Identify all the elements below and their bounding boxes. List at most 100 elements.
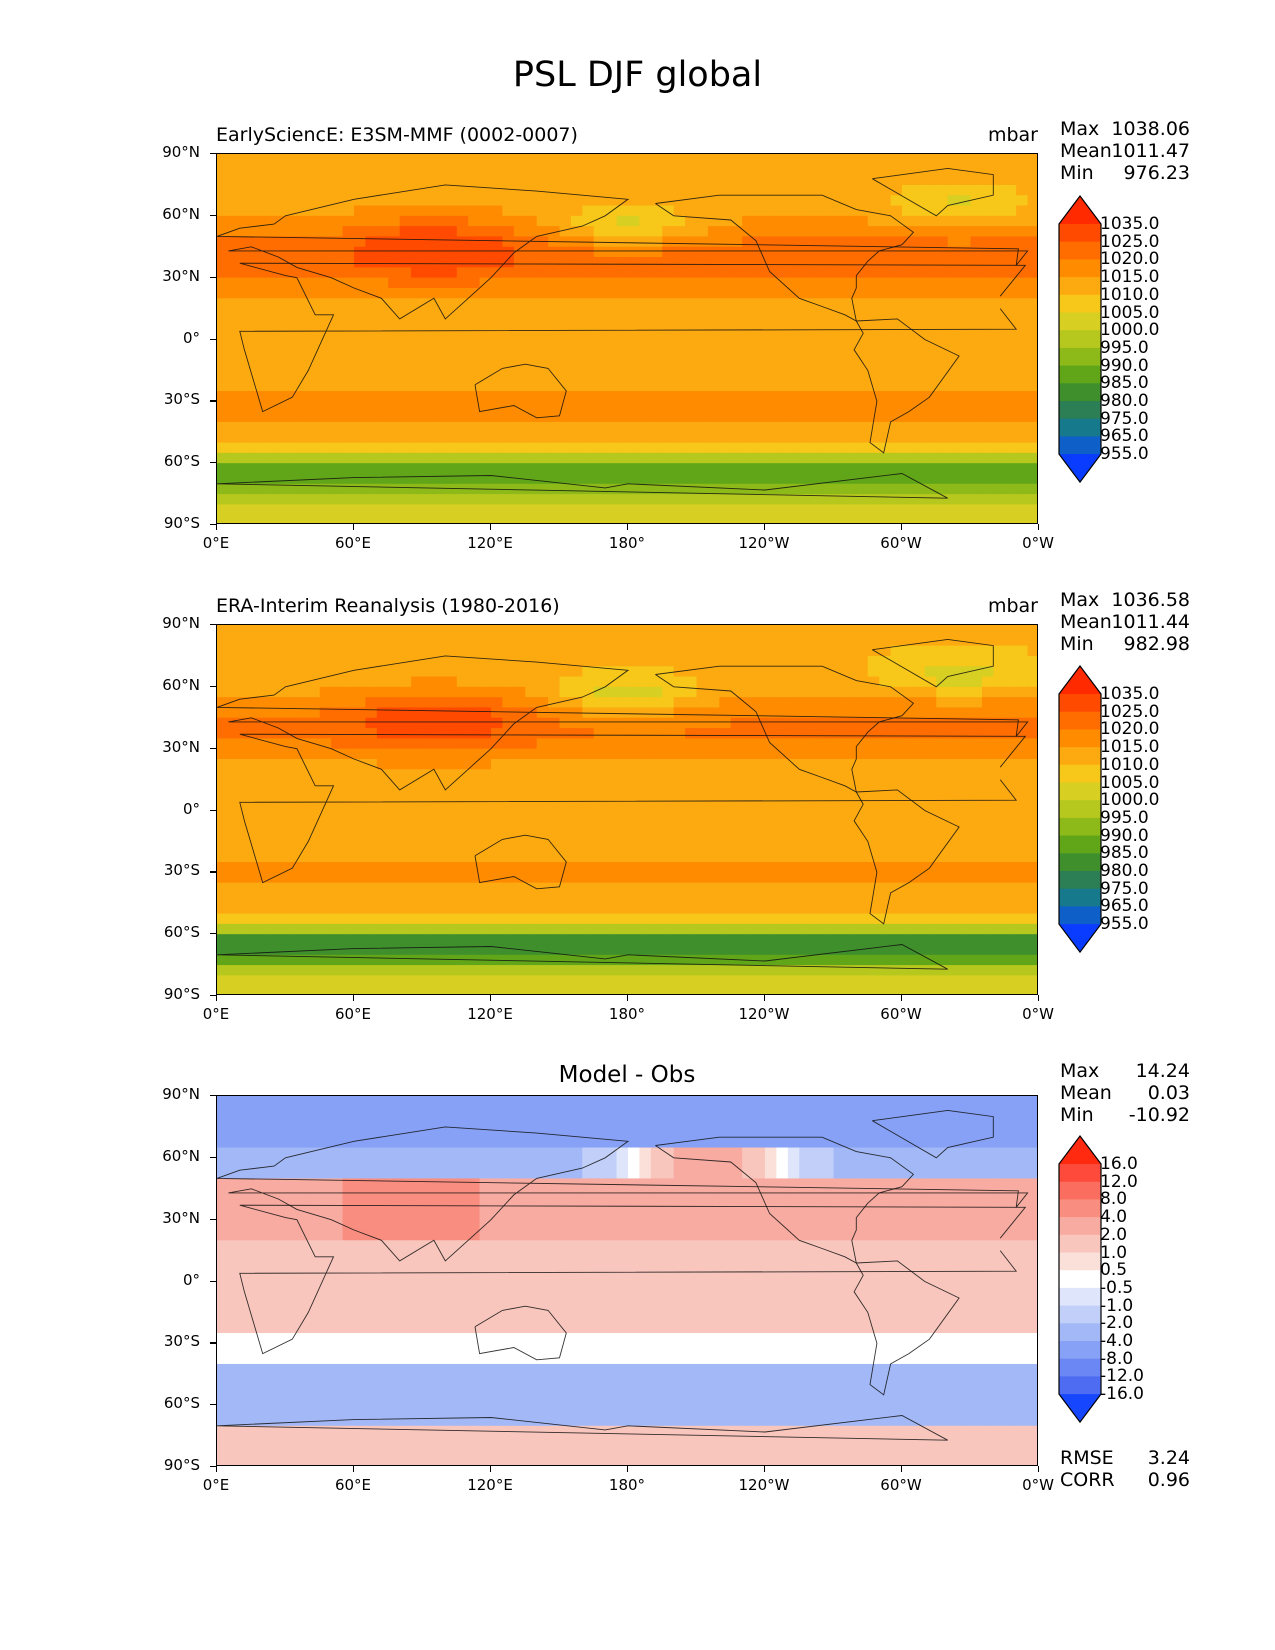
field-cell xyxy=(970,411,983,423)
field-cell xyxy=(548,655,561,667)
field-cell xyxy=(1016,769,1029,781)
field-cell xyxy=(833,349,846,361)
field-cell xyxy=(262,298,275,310)
field-cell xyxy=(799,913,812,925)
field-cell xyxy=(650,789,663,801)
field-cell xyxy=(924,236,937,248)
field-cell xyxy=(513,391,526,402)
field-cell xyxy=(879,164,892,176)
field-cell xyxy=(650,287,663,299)
field-cell xyxy=(970,923,983,935)
field-cell xyxy=(605,892,618,904)
field-cell xyxy=(856,339,869,351)
field-cell xyxy=(1016,380,1029,392)
field-cell xyxy=(399,820,412,832)
field-cell xyxy=(707,789,720,801)
field-cell xyxy=(582,820,595,832)
field-cell xyxy=(365,380,378,392)
field-cell xyxy=(867,748,880,760)
field-cell xyxy=(388,174,401,186)
field-cell xyxy=(650,666,663,678)
field-cell xyxy=(799,892,812,904)
field-cell xyxy=(593,432,606,444)
field-cell xyxy=(776,391,789,402)
field-cell xyxy=(262,174,275,186)
field-cell xyxy=(753,432,766,444)
field-cell xyxy=(902,789,915,801)
field-cell xyxy=(970,236,983,248)
field-cell xyxy=(582,463,595,475)
field-cell xyxy=(262,655,275,667)
field-cell xyxy=(879,800,892,812)
field-cell xyxy=(354,494,367,505)
field-cell xyxy=(251,903,264,915)
field-cell xyxy=(707,494,720,505)
field-cell xyxy=(662,205,675,217)
field-cell xyxy=(433,360,446,372)
field-cell xyxy=(331,215,344,227)
field-cell xyxy=(936,411,949,423)
field-cell xyxy=(217,308,230,320)
field-cell xyxy=(673,892,686,904)
field-cell xyxy=(445,728,458,739)
field-cell xyxy=(582,913,595,925)
field-cell xyxy=(833,810,846,822)
field-cell xyxy=(730,923,743,935)
field-cell xyxy=(342,748,355,760)
field-cell xyxy=(262,277,275,289)
field-cell xyxy=(810,277,823,289)
field-cell xyxy=(593,401,606,413)
field-cell xyxy=(753,810,766,822)
field-cell xyxy=(422,442,435,454)
field-cell xyxy=(308,728,321,739)
field-cell xyxy=(548,810,561,822)
field-cell xyxy=(719,944,732,956)
field-cell xyxy=(1004,421,1017,433)
field-cell xyxy=(365,676,378,688)
field-cell xyxy=(365,494,378,505)
field-cell xyxy=(902,800,915,812)
field-cell xyxy=(559,205,572,217)
field-cell xyxy=(491,401,504,413)
field-cell xyxy=(993,287,1006,299)
field-cell xyxy=(228,463,241,475)
field-cell xyxy=(696,154,709,165)
field-cell xyxy=(719,370,732,382)
field-cell xyxy=(947,625,960,636)
field-cell xyxy=(742,758,755,770)
field-cell xyxy=(296,494,309,505)
field-cell xyxy=(844,308,857,320)
field-cell xyxy=(799,820,812,832)
field-cell xyxy=(970,655,983,667)
field-cell xyxy=(787,676,800,688)
field-cell xyxy=(365,349,378,361)
field-cell xyxy=(959,738,972,750)
field-cell xyxy=(742,789,755,801)
field-cell xyxy=(662,360,675,372)
field-cell xyxy=(308,154,321,165)
field-cell xyxy=(491,717,504,729)
y-tick xyxy=(210,462,216,464)
field-cell xyxy=(650,267,663,279)
field-cell xyxy=(422,463,435,475)
field-cell xyxy=(525,246,538,258)
field-cell xyxy=(639,800,652,812)
field-cell xyxy=(274,779,287,791)
field-cell xyxy=(456,318,469,330)
field-cell xyxy=(902,463,915,475)
field-cell xyxy=(913,666,926,678)
field-cell xyxy=(525,666,538,678)
field-cell xyxy=(616,923,629,935)
field-cell xyxy=(993,655,1006,667)
field-cell xyxy=(399,287,412,299)
field-cell xyxy=(993,226,1006,238)
field-cell xyxy=(787,892,800,904)
field-cell xyxy=(959,154,972,165)
field-cell xyxy=(228,370,241,382)
field-cell xyxy=(799,738,812,750)
field-cell xyxy=(970,421,983,433)
field-cell xyxy=(388,205,401,217)
field-cell xyxy=(616,473,629,485)
field-cell xyxy=(456,432,469,444)
field-cell xyxy=(776,215,789,227)
